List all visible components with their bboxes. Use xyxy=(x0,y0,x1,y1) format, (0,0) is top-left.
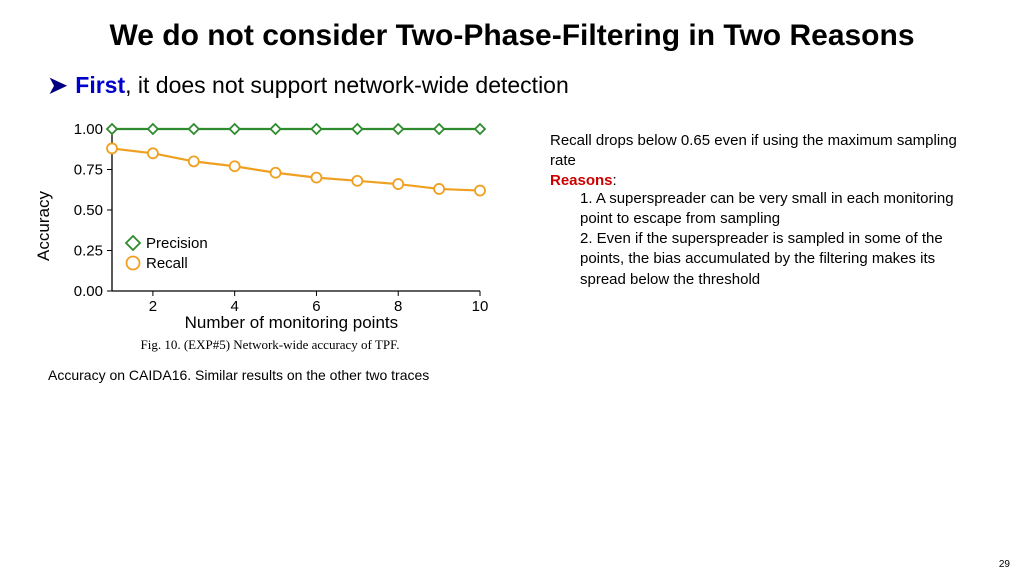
side-text-block: Recall drops below 0.65 even if using th… xyxy=(500,121,1024,383)
accuracy-chart: Accuracy 0.000.250.500.751.00246810Preci… xyxy=(50,121,490,331)
svg-text:0.50: 0.50 xyxy=(74,202,103,219)
chart-svg: 0.000.250.500.751.00246810PrecisionRecal… xyxy=(50,121,490,331)
reasons-colon: : xyxy=(613,172,617,189)
svg-text:0.75: 0.75 xyxy=(74,162,103,179)
slide-title: We do not consider Two-Phase-Filtering i… xyxy=(0,0,1024,62)
svg-text:Recall: Recall xyxy=(146,255,188,272)
chart-x-label: Number of monitoring points xyxy=(185,313,399,333)
chart-note: Accuracy on CAIDA16. Similar results on … xyxy=(40,367,500,383)
reasons-label: Reasons xyxy=(550,172,613,189)
bullet-first-word: First xyxy=(75,72,125,98)
bullet-arrow-icon: ➤ xyxy=(48,72,67,99)
svg-text:10: 10 xyxy=(472,298,489,315)
svg-text:2: 2 xyxy=(149,298,157,315)
reason-2: 2. Even if the superspreader is sampled … xyxy=(580,229,984,290)
figure-caption: Fig. 10. (EXP#5) Network-wide accuracy o… xyxy=(40,337,500,353)
reason-1: 1. A superspreader can be very small in … xyxy=(580,189,984,230)
svg-text:Precision: Precision xyxy=(146,235,208,252)
recall-text: Recall drops below 0.65 even if using th… xyxy=(550,131,984,172)
svg-text:0.25: 0.25 xyxy=(74,243,103,260)
svg-text:0.00: 0.00 xyxy=(74,283,103,300)
bullet-point: ➤ First, it does not support network-wid… xyxy=(0,62,1024,99)
svg-text:1.00: 1.00 xyxy=(74,121,103,138)
page-number: 29 xyxy=(999,559,1010,570)
bullet-rest-text: , it does not support network-wide detec… xyxy=(125,72,569,98)
chart-y-label: Accuracy xyxy=(34,191,54,261)
